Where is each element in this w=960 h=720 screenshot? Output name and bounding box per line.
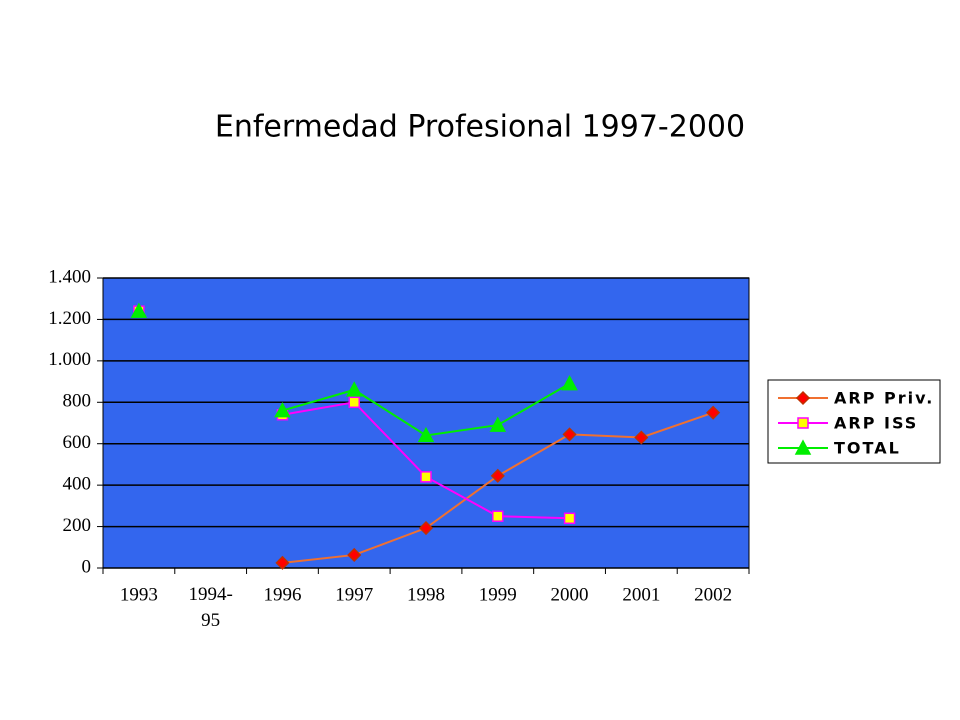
x-tick-label: 1999 xyxy=(479,584,517,605)
x-tick-label: 2000 xyxy=(551,584,589,605)
legend-label: TOTAL xyxy=(834,439,901,458)
y-tick-label: 1.200 xyxy=(48,308,91,329)
marker xyxy=(417,426,435,443)
x-tick-label-line: 95 xyxy=(201,610,220,631)
plot-area xyxy=(102,277,750,569)
x-tick-label: 2001 xyxy=(622,584,660,605)
legend-box xyxy=(767,379,941,464)
marker xyxy=(345,381,363,397)
x-tick-label: 1997 xyxy=(335,584,373,605)
marker xyxy=(634,430,649,445)
marker xyxy=(275,555,290,570)
legend-marker xyxy=(797,417,809,429)
marker xyxy=(348,396,360,409)
x-tick-label: 1993 xyxy=(120,584,158,605)
legend-label: ARP Priv. xyxy=(834,389,934,408)
legend-label: ARP ISS xyxy=(834,414,918,433)
x-tick-label: 2002 xyxy=(694,584,732,605)
marker xyxy=(347,547,362,563)
marker xyxy=(489,416,507,432)
marker xyxy=(562,427,577,442)
marker xyxy=(561,375,578,391)
y-tick-label: 1.000 xyxy=(48,349,91,370)
marker xyxy=(492,510,504,522)
y-tick-label: 1.400 xyxy=(48,266,91,287)
y-tick-label: 400 xyxy=(63,474,92,495)
marker xyxy=(274,401,291,418)
x-tick-label: 1994- 95 xyxy=(189,584,233,631)
y-tick-label: 200 xyxy=(63,515,92,536)
chart-title: Enfermedad Profesional 1997-2000 xyxy=(215,110,745,145)
marker xyxy=(563,512,576,525)
marker xyxy=(418,520,434,536)
x-tick-label: 1996 xyxy=(263,584,301,605)
x-tick-label-line: 1994- xyxy=(189,584,233,605)
marker xyxy=(420,471,432,483)
legend-marker xyxy=(794,439,812,455)
marker xyxy=(490,468,505,483)
x-tick-label: 1998 xyxy=(407,584,445,605)
y-tick-label: 600 xyxy=(63,432,92,453)
marker xyxy=(706,405,721,420)
marker xyxy=(130,302,148,318)
y-tick-label: 800 xyxy=(63,391,92,412)
legend-marker xyxy=(795,390,811,406)
y-tick-label: 0 xyxy=(82,556,92,577)
